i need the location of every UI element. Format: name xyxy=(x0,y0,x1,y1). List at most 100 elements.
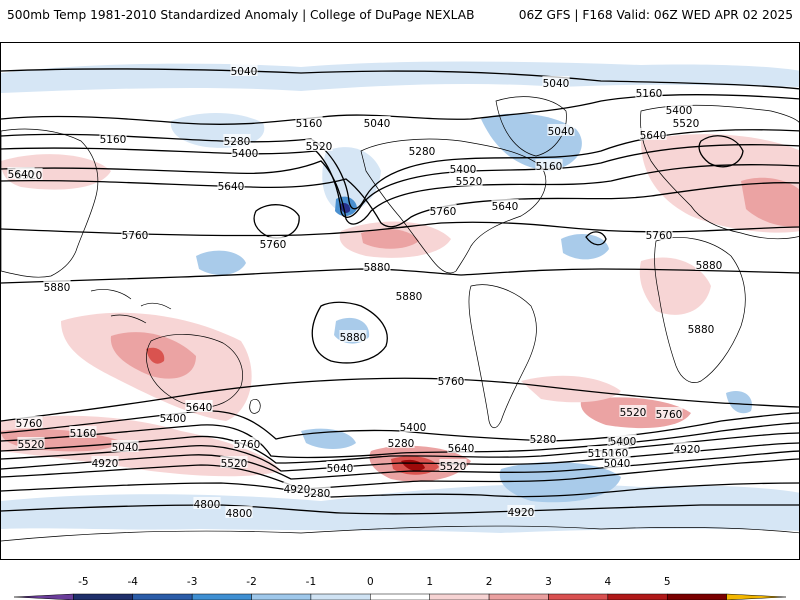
contour-label-background xyxy=(295,116,323,128)
contour-label-background xyxy=(655,407,683,419)
contour-label: 5880 xyxy=(44,282,71,294)
contour-label: 5280 xyxy=(388,438,415,450)
model-run-info: 06Z GFS | F168 Valid: 06Z WED APR 02 202… xyxy=(518,8,793,22)
contour-label: 5640 xyxy=(492,201,519,213)
contour-label: 4800 xyxy=(226,508,253,520)
contour-label-background xyxy=(439,459,467,471)
map-title: 500mb Temp 1981-2010 Standardized Anomal… xyxy=(7,8,475,22)
colorbar-swatches xyxy=(13,593,787,600)
colorbar-swatch xyxy=(191,593,252,600)
contour-label: 5880 xyxy=(688,324,715,336)
contour-label: 5520 xyxy=(18,439,45,451)
contour-label: 5040 xyxy=(112,442,139,454)
contour-label: 5280 xyxy=(409,146,436,158)
contour-label: 5040 xyxy=(364,118,391,130)
colorbar-tick-label: 0 xyxy=(367,576,374,588)
contour-label: 4920 xyxy=(674,444,701,456)
colorbar-swatch xyxy=(429,593,490,600)
contour-5880-south xyxy=(311,301,388,364)
contour-label: 5640 xyxy=(640,130,667,142)
coastline-new-zealand xyxy=(249,398,261,414)
anomaly-region-europe-warm-core xyxy=(741,177,799,227)
contour-label: 4800 xyxy=(194,499,221,511)
contour-label: 5640 xyxy=(218,181,245,193)
contour-label-background xyxy=(672,116,700,128)
contour-label-background xyxy=(99,132,127,144)
contour-label-background xyxy=(619,405,647,417)
contour-label: 5280 xyxy=(224,136,251,148)
contour-5760-north xyxy=(1,221,799,237)
contour-5400-north xyxy=(1,144,799,218)
contour-label: 5880 xyxy=(364,262,391,274)
contour-label: 5880 xyxy=(696,260,723,272)
contour-5520-north xyxy=(1,160,799,225)
colorbar-tick-label: 4 xyxy=(605,576,612,588)
contour-label: 5760 xyxy=(646,230,673,242)
contour-label: 5520 xyxy=(306,141,333,153)
contour-label-background xyxy=(399,420,427,432)
contour-label: 5760 xyxy=(438,376,465,388)
contour-label: 5160 xyxy=(100,134,127,146)
contour-label: 5400 xyxy=(666,105,693,117)
colorbar-tick-label: 5 xyxy=(664,576,671,588)
contour-label-background xyxy=(645,228,673,240)
contour-label: 5520 xyxy=(620,407,647,419)
colorbar-swatch xyxy=(13,593,74,600)
contour-label-background xyxy=(609,434,637,446)
contour-label-background xyxy=(455,174,483,186)
contour-label: 5160 xyxy=(296,118,323,130)
colorbar-tick-label: 1 xyxy=(426,576,433,588)
contour-closed-low-atlantic xyxy=(585,231,607,246)
coastline-antarctica xyxy=(1,525,799,542)
contour-label: 5880 xyxy=(340,332,367,344)
contour-label: 5400 xyxy=(610,436,637,448)
contour-label: 4920 xyxy=(92,458,119,470)
contour-label-background xyxy=(17,437,45,449)
contour-label-background xyxy=(507,505,535,517)
contour-label: 5640 xyxy=(186,402,213,414)
contour-label: 5640 xyxy=(8,169,35,181)
contour-label: 5400 xyxy=(400,422,427,434)
contour-label-background xyxy=(491,199,519,211)
contour-label-background xyxy=(447,441,475,453)
contour-label-background xyxy=(639,128,667,140)
coastline-asia-west xyxy=(1,128,99,278)
contour-label-background xyxy=(408,144,436,156)
coastline-eurasia xyxy=(640,104,799,240)
contour-label: 5160 xyxy=(536,161,563,173)
contour-5880-north xyxy=(1,268,799,284)
anomaly-region-africa-warm xyxy=(639,257,711,315)
contour-label-background xyxy=(259,237,287,249)
contour-label-background xyxy=(223,134,251,146)
colorbar-tick-label: -2 xyxy=(246,576,256,588)
contour-label-background xyxy=(7,167,35,179)
contour-5160-south xyxy=(1,450,799,480)
contour-label-background xyxy=(193,497,221,509)
anomaly-region-australia-warm-peak xyxy=(146,347,165,364)
contour-label: 5760 xyxy=(260,239,287,251)
map-canvas: 5040 5040 5160 5160 5040 5040 5400 5520 5640 5160… xyxy=(1,61,799,542)
contour-label-background xyxy=(225,506,253,518)
coastline-maritime-continent xyxy=(90,289,172,324)
contour-label-background xyxy=(363,116,391,128)
contour-label-background xyxy=(305,139,333,151)
contour-label: 5040 xyxy=(543,78,570,90)
contour-label: 5160 xyxy=(636,88,663,100)
contour-5040-north xyxy=(1,68,799,90)
colorbar-tick-label: 3 xyxy=(545,576,552,588)
contour-label-background xyxy=(529,432,557,444)
colorbar-ticks: -5 -4 -3 -2 -1 0 1 2 3 4 5 xyxy=(78,576,670,588)
colorbar-swatch xyxy=(607,593,668,600)
colorbar-tick-label: -1 xyxy=(306,576,316,588)
contour-label-background xyxy=(395,289,423,301)
contour-label: 4920 xyxy=(284,484,311,496)
contour-label: 5040 xyxy=(327,463,354,475)
contour-label: 4920 xyxy=(508,507,535,519)
contour-label-background xyxy=(217,179,245,191)
contour-label-background xyxy=(665,103,693,115)
contour-label-background xyxy=(437,374,465,386)
contour-closed-low-europe xyxy=(698,135,744,168)
contour-label-background xyxy=(159,411,187,423)
contour-label-background xyxy=(363,260,391,272)
contour-label-background xyxy=(15,416,43,428)
